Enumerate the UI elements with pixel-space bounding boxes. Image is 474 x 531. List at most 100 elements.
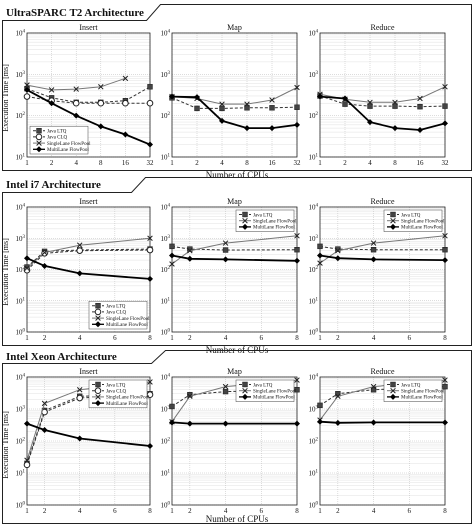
series-line — [319, 95, 446, 131]
data-point-circle — [76, 247, 84, 254]
legend-label: SingleLane FlowPool — [253, 220, 297, 225]
legend-label: SingleLane FlowPool — [253, 390, 297, 395]
data-point-square — [335, 246, 341, 252]
x-tick-label: 8 — [148, 507, 152, 515]
data-point-x — [147, 379, 153, 385]
data-point-diamond — [222, 256, 229, 263]
data-point-diamond — [147, 275, 153, 282]
section-frame — [2, 177, 472, 346]
legend-label: SingleLane FlowPool — [401, 220, 445, 225]
chart-4: 100 101 102 103 104 1 2 4 6 8 Map Java LTQ SingleLan… — [161, 197, 300, 342]
y-tick-label: 101 — [161, 297, 171, 305]
y-tick-label: 100 — [309, 502, 319, 510]
x-tick-label: 6 — [113, 507, 117, 515]
data-point-x — [390, 217, 396, 224]
legend-box — [383, 209, 443, 232]
legend-label: Java LTQ — [253, 213, 273, 218]
series-line — [319, 386, 446, 406]
chart-6: 100 101 102 103 104 1 2 4 6 8 Insert Java LTQ Java C… — [16, 367, 154, 515]
data-point-diamond — [122, 131, 129, 138]
data-point-x — [36, 140, 42, 146]
data-point-circle — [41, 249, 48, 257]
y-tick-label: 100 — [16, 502, 26, 510]
x-tick-label: 8 — [245, 159, 249, 167]
chart-8: 100 101 102 103 104 1 2 4 6 8 Reduce Java LTQ Single… — [309, 367, 448, 515]
data-point-diamond — [41, 427, 48, 434]
x-tick-label: 4 — [224, 507, 228, 515]
series-multilane-flowpool — [169, 93, 300, 132]
data-point-square — [317, 243, 323, 250]
data-point-square — [222, 388, 229, 395]
data-point-diamond — [48, 100, 55, 107]
data-point-x — [335, 247, 341, 254]
data-point-square — [417, 103, 423, 110]
legend-box — [235, 209, 295, 232]
data-point-circle — [94, 387, 102, 395]
x-axis-label: Number of CPUs — [206, 514, 269, 524]
x-tick-label: 16 — [269, 159, 277, 167]
data-point-x — [242, 217, 248, 224]
data-point-x — [242, 387, 248, 394]
data-point-square — [169, 243, 175, 250]
chart-title: Insert — [79, 367, 98, 376]
y-tick-label: 102 — [16, 438, 26, 446]
data-point-x — [219, 101, 225, 107]
series-java-ltq — [317, 243, 448, 253]
x-tick-label: 6 — [260, 334, 264, 342]
data-point-diamond — [97, 123, 104, 130]
legend-label: Java LTQ — [47, 130, 67, 135]
data-point-circle — [146, 246, 154, 254]
data-point-diamond — [269, 125, 275, 132]
data-point-circle — [23, 93, 31, 100]
data-point-diamond — [186, 255, 193, 262]
legend-label: SingleLane FlowPool — [47, 142, 91, 147]
y-tick-label: 104 — [16, 30, 26, 38]
chart-title: Insert — [79, 23, 98, 32]
legend-label: Java LTQ — [106, 305, 126, 310]
data-point-circle — [76, 394, 84, 402]
data-point-x — [367, 99, 373, 106]
data-point-x — [294, 233, 300, 239]
series-line — [26, 89, 151, 146]
data-point-diamond — [317, 252, 323, 259]
data-point-diamond — [186, 420, 193, 427]
data-point-square — [95, 302, 101, 309]
y-tick-label: 103 — [309, 235, 319, 243]
chart-title: Insert — [79, 197, 98, 206]
series-line — [171, 254, 298, 262]
plot-frame — [171, 376, 298, 506]
series-line — [171, 97, 298, 109]
x-tick-label: 1 — [170, 159, 174, 167]
series-singlelane-flowpool — [169, 84, 300, 107]
data-point-diamond — [242, 223, 248, 230]
data-point-diamond — [442, 120, 448, 127]
data-point-x — [442, 233, 448, 239]
y-tick-label: 102 — [309, 438, 319, 446]
data-point-x — [442, 377, 448, 383]
y-tick-label: 102 — [309, 266, 319, 274]
data-point-diamond — [334, 255, 341, 262]
series-line — [319, 95, 446, 108]
x-tick-label: 2 — [43, 507, 47, 515]
legend-label: MultiLane FlowPool — [253, 396, 295, 401]
series-java-ltq — [317, 383, 448, 409]
data-point-diamond — [294, 121, 300, 128]
series-line — [319, 245, 445, 251]
data-point-diamond — [342, 95, 348, 102]
plot-area — [172, 33, 297, 157]
section-ultrasparc: UltraSPARC T2 Architecture Number of CPU… — [1, 4, 472, 180]
data-point-square — [36, 128, 42, 134]
chart-title: Reduce — [371, 23, 395, 32]
data-point-diamond — [219, 117, 225, 124]
data-point-diamond — [367, 119, 373, 126]
legend-label: MultiLane FlowPool — [106, 402, 148, 407]
legend-label: Java LTQ — [401, 213, 421, 218]
data-point-square — [442, 383, 448, 390]
plot-frame — [319, 376, 446, 506]
x-tick-label: 6 — [260, 507, 264, 515]
legend-label: Java LTQ — [253, 383, 273, 388]
data-point-x — [73, 86, 79, 92]
